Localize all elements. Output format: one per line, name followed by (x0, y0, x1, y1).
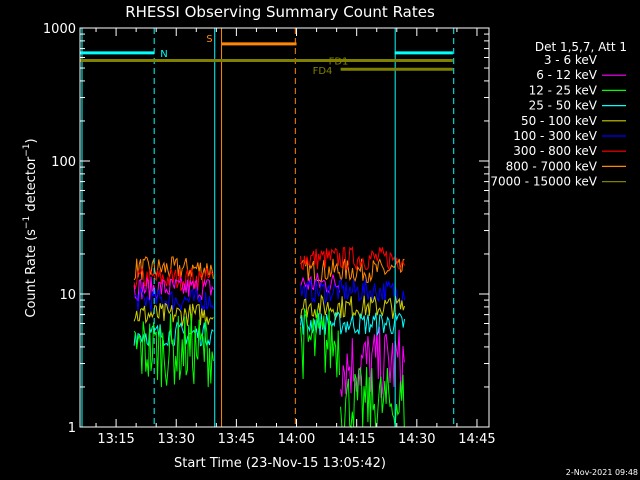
legend-label: 3 - 6 keV (544, 53, 598, 67)
y-tick-label: 10 (59, 288, 76, 303)
series-segment (135, 101, 215, 111)
legend-label: 6 - 12 keV (536, 68, 598, 82)
series-segment (340, 326, 405, 399)
y-axis-label-end: ) (24, 138, 39, 143)
x-tick-label: 14:00 (278, 432, 315, 447)
status-bar-label-s: S (206, 34, 212, 45)
y-axis-label-sup1: −1 (22, 216, 32, 229)
series-segment (340, 366, 405, 429)
legend-label: 12 - 25 keV (529, 83, 598, 97)
series-segment (402, 190, 406, 231)
series-segment (133, 276, 214, 302)
series-segment (338, 105, 344, 191)
status-bar-label-fd4: FD4 (313, 66, 333, 77)
series-800-7000-keV-keV (133, 256, 405, 284)
plot-frame (79, 27, 490, 428)
series-segment (300, 258, 405, 284)
y-axis-label-main: Count Rate (s (24, 229, 39, 318)
series-12-25-keV-keV (133, 308, 405, 429)
y-tick-label: 100 (51, 155, 76, 170)
series-segment (342, 179, 403, 204)
x-tick-label: 14:45 (458, 432, 495, 447)
legend-label: 100 - 300 keV (513, 129, 597, 143)
series-segment (300, 245, 405, 271)
footer-date: 2-Nov-2021 09:48 (566, 468, 638, 477)
legend-label: 800 - 7000 keV (506, 159, 598, 173)
legend-label: 300 - 800 keV (513, 144, 597, 158)
series-segment (133, 105, 137, 182)
legend-label: 7000 - 15000 keV (490, 175, 597, 189)
series-segment (133, 302, 214, 327)
series-100-300-keV-keV (133, 278, 405, 312)
series-segment (300, 308, 340, 380)
series-segment (300, 278, 405, 305)
legend-label: 50 - 100 keV (521, 114, 598, 128)
series-segment (133, 256, 214, 281)
x-tick-label: 13:30 (158, 432, 195, 447)
y-tick-label: 1000 (43, 22, 76, 37)
chart-title: RHESSI Observing Summary Count Rates (125, 3, 435, 21)
series-segment (133, 286, 214, 312)
series-segment (301, 101, 339, 111)
status-bar-label-n: N (160, 49, 167, 60)
legend-label: 25 - 50 keV (529, 99, 598, 113)
x-tick-label: 14:30 (398, 432, 435, 447)
x-tick-label: 14:15 (338, 432, 375, 447)
series-segment (133, 266, 214, 291)
status-bar-label-fd1: FD1 (329, 56, 349, 67)
series-segment (133, 313, 214, 388)
x-axis-label: Start Time (23-Nov-15 13:05:42) (174, 456, 386, 471)
x-tick-label: 13:15 (97, 432, 134, 447)
svg-text:Count Rate (s−1 detector−1): Count Rate (s−1 detector−1) (22, 138, 39, 317)
legend-header: Det 1,5,7, Att 1 (535, 40, 627, 54)
series-300-800-keV-keV (133, 245, 405, 291)
y-axis-label: Count Rate (s−1 detector−1) (22, 138, 39, 317)
vertical-markers (81, 28, 455, 427)
series-segment (300, 105, 303, 214)
x-tick-label: 13:45 (218, 432, 255, 447)
y-tick-label: 1 (68, 421, 76, 436)
axes: 13:15 13:30 13:45 14:00 14:15 14:30 14:45 1 10 10… (43, 22, 496, 447)
y-axis-label-sup2: −1 (22, 143, 32, 156)
y-axis-label-mid: detector (24, 156, 39, 216)
